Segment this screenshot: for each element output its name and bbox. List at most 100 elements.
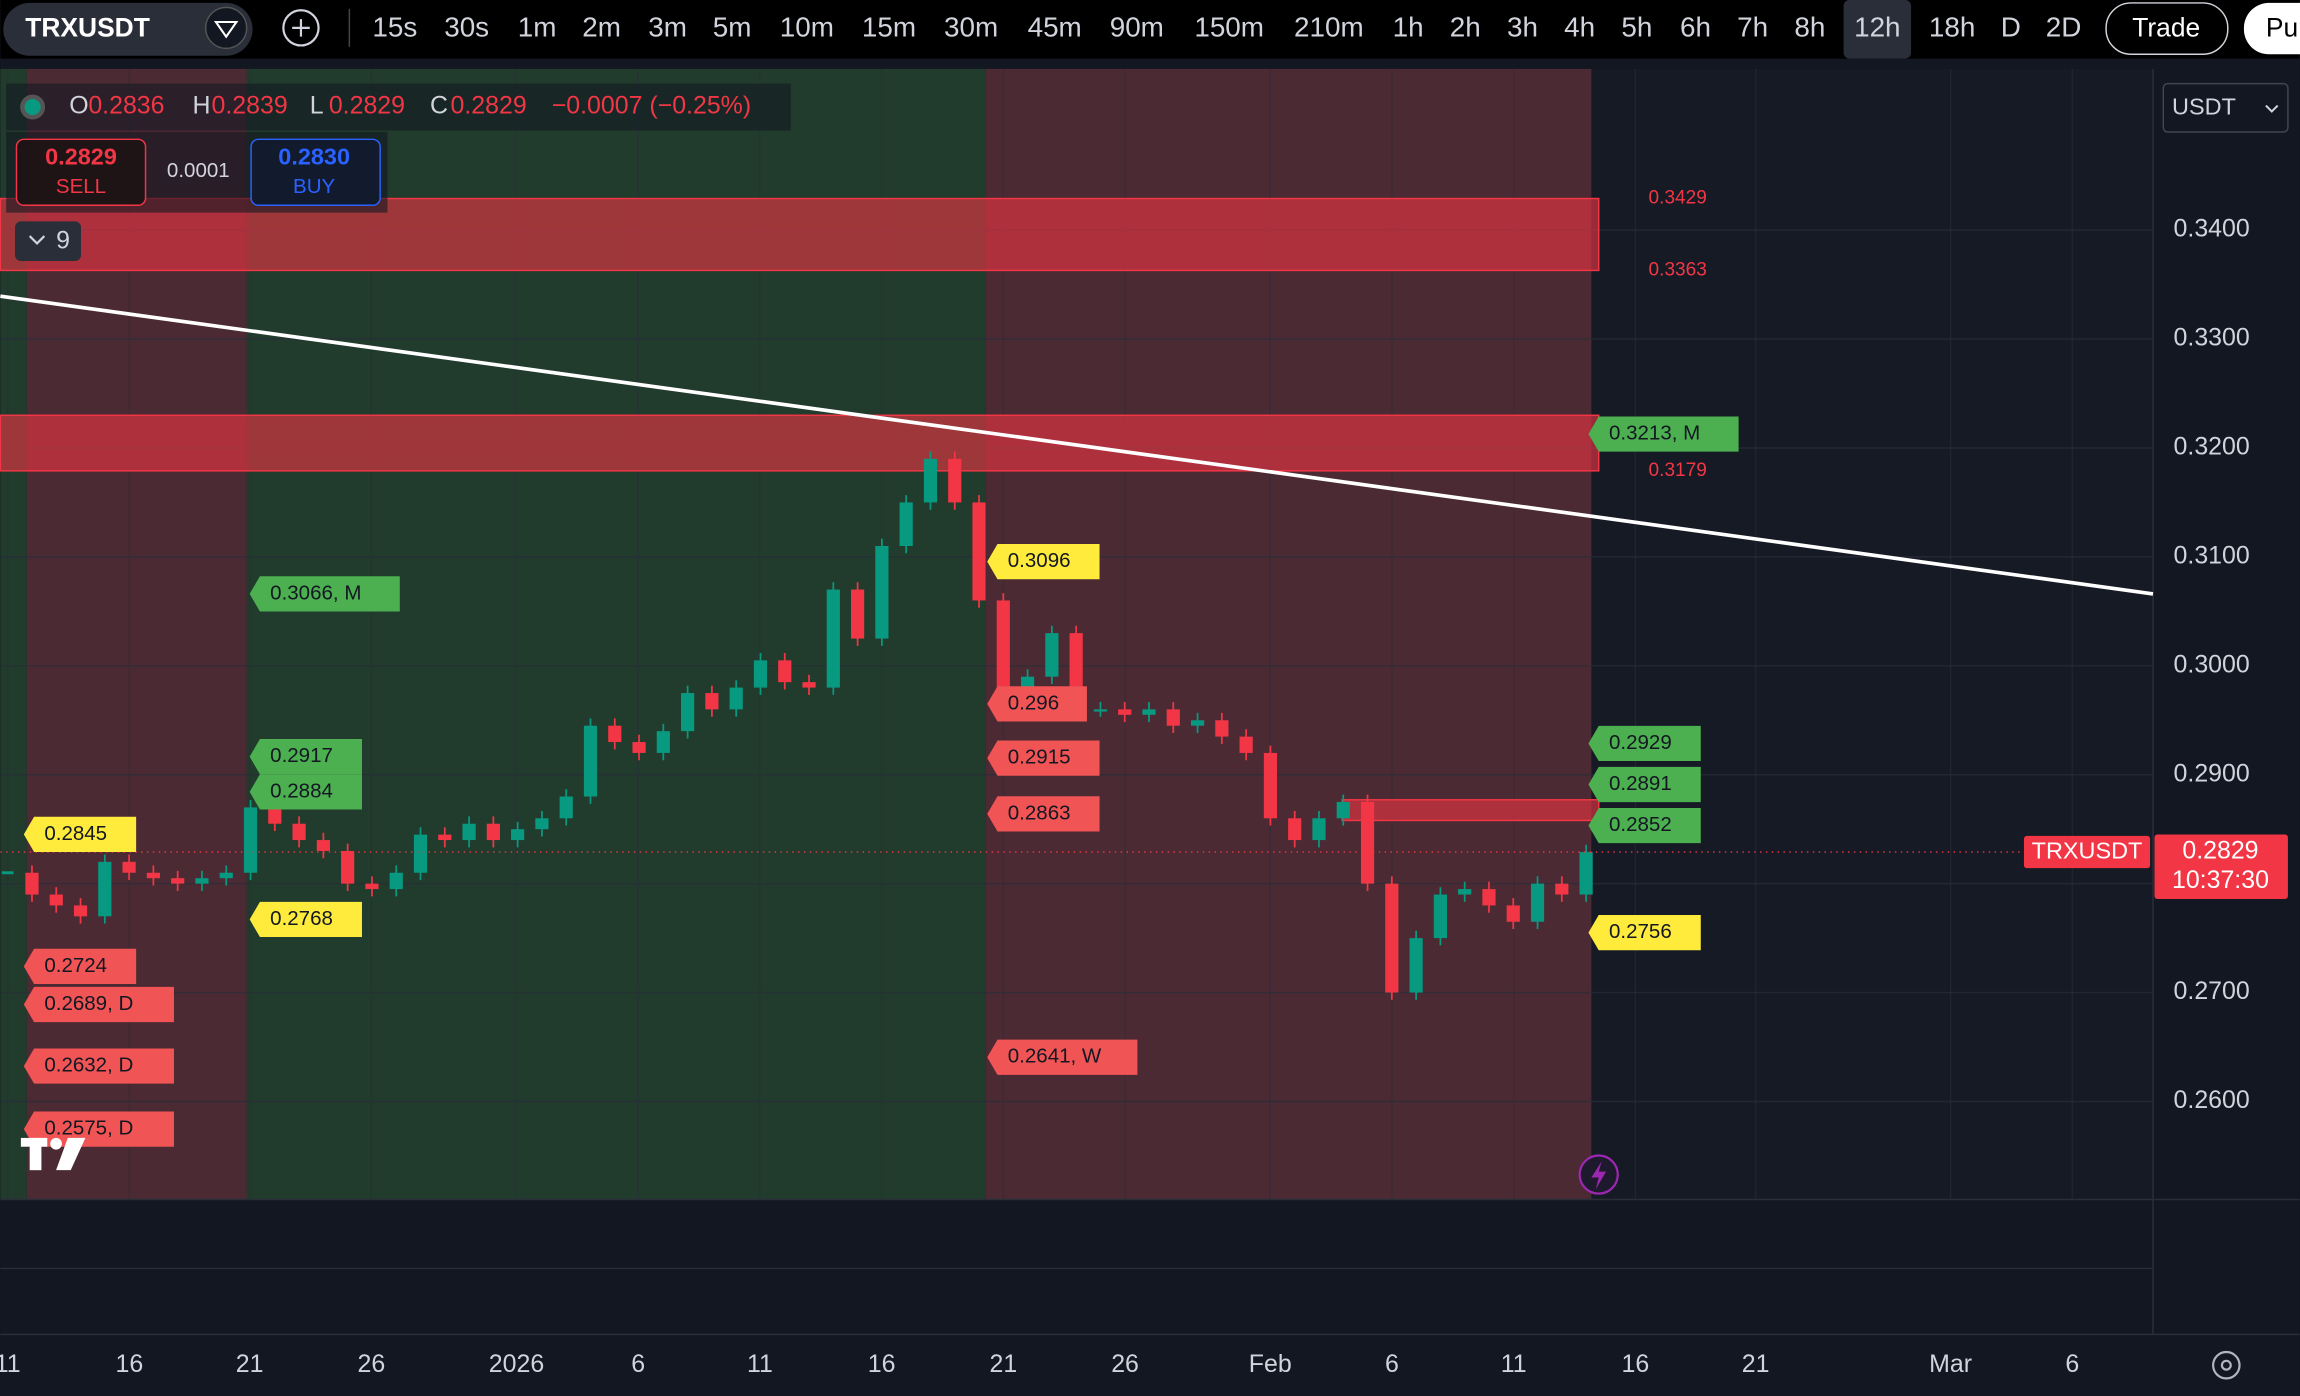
price-tag-label: 0.2915 bbox=[1008, 746, 1071, 769]
price-tag bbox=[23, 986, 174, 1023]
candle bbox=[1093, 709, 1108, 712]
trend-line bbox=[0, 294, 2154, 596]
candle bbox=[1433, 894, 1448, 939]
candle bbox=[1215, 720, 1229, 737]
interval[interactable]: 12h bbox=[1854, 12, 1900, 43]
interval[interactable]: 10m bbox=[780, 12, 834, 43]
legend-close: 0.2829 bbox=[451, 92, 527, 120]
candle bbox=[1118, 709, 1132, 715]
symbol-tag bbox=[2023, 835, 2151, 869]
interval[interactable]: 5h bbox=[1621, 12, 1652, 43]
interval[interactable]: 90m bbox=[1110, 12, 1164, 43]
publish-button[interactable] bbox=[2243, 2, 2300, 55]
x-tick-label: 26 bbox=[357, 1350, 385, 1378]
candle bbox=[1482, 889, 1496, 906]
interval[interactable]: 30s bbox=[444, 12, 489, 43]
candle bbox=[705, 693, 719, 710]
price-tag bbox=[249, 774, 362, 810]
price-tag-label: 0.2632, D bbox=[44, 1053, 133, 1076]
candle bbox=[341, 850, 355, 884]
add-symbol[interactable] bbox=[282, 9, 320, 47]
zone-label: 0.3429 bbox=[1649, 188, 1707, 209]
logo bbox=[20, 1137, 86, 1171]
interval[interactable]: 1m bbox=[518, 12, 557, 43]
toolbar bbox=[0, 0, 2300, 59]
active-interval-bg bbox=[1843, 0, 1912, 59]
interval[interactable]: 210m bbox=[1294, 12, 1364, 43]
price-tag-label: 0.2845 bbox=[44, 822, 107, 845]
interval[interactable]: 4h bbox=[1564, 12, 1595, 43]
interval[interactable]: 8h bbox=[1794, 12, 1825, 43]
y-tick-label: 0.2700 bbox=[2174, 977, 2250, 1005]
interval[interactable]: 3m bbox=[648, 12, 687, 43]
candle bbox=[899, 502, 913, 546]
interval[interactable]: 5m bbox=[713, 12, 752, 43]
price-tag-label: 0.2891 bbox=[1609, 772, 1672, 795]
price-tag-label: 0.2863 bbox=[1008, 801, 1071, 824]
interval[interactable]: 150m bbox=[1194, 12, 1264, 43]
price-tag-label: 0.2756 bbox=[1609, 920, 1672, 943]
candle bbox=[219, 872, 233, 879]
candle bbox=[195, 878, 209, 884]
candle bbox=[1555, 883, 1569, 895]
price-tag-label: 0.2768 bbox=[270, 907, 333, 930]
add-symbol-plus bbox=[292, 19, 310, 37]
sell-price: 0.2829 bbox=[45, 144, 117, 170]
candle bbox=[413, 834, 428, 873]
currency: USDT bbox=[2172, 94, 2236, 120]
interval[interactable]: 18h bbox=[1929, 12, 1975, 43]
candle bbox=[1579, 852, 1593, 895]
legend-dot[interactable] bbox=[20, 94, 46, 120]
price-tag-label: 0.3213, M bbox=[1609, 421, 1700, 444]
resistance-zone bbox=[1341, 799, 1600, 822]
chevron bbox=[28, 235, 46, 245]
y-tick-label: 0.3300 bbox=[2174, 324, 2250, 352]
trade-button[interactable] bbox=[2105, 2, 2229, 55]
buy-button[interactable] bbox=[250, 138, 381, 207]
interval[interactable]: 15s bbox=[372, 12, 417, 43]
y-tick-label: 0.2900 bbox=[2174, 759, 2250, 787]
candle bbox=[948, 458, 962, 503]
interval[interactable]: 30m bbox=[944, 12, 998, 43]
price-tag bbox=[987, 740, 1100, 776]
logo-part bbox=[50, 1137, 62, 1150]
candle bbox=[73, 905, 88, 917]
interval[interactable]: 15m bbox=[862, 12, 916, 43]
candle bbox=[98, 861, 112, 917]
symbol-pill[interactable] bbox=[3, 2, 253, 56]
symbol-icon[interactable] bbox=[204, 6, 248, 50]
interval[interactable]: 2h bbox=[1450, 12, 1481, 43]
zone-label: 0.3179 bbox=[1649, 460, 1707, 481]
price-tag-label: 0.2689, D bbox=[44, 992, 133, 1015]
price-tag bbox=[23, 948, 137, 984]
x-tick-label: 11 bbox=[1501, 1350, 1527, 1378]
interval[interactable]: 7h bbox=[1737, 12, 1768, 43]
settings-icon[interactable] bbox=[2212, 1350, 2241, 1380]
interval[interactable]: D bbox=[2001, 12, 2021, 43]
candle bbox=[583, 725, 598, 797]
candle bbox=[389, 872, 403, 890]
sell-button[interactable] bbox=[15, 138, 147, 207]
interval[interactable]: 3h bbox=[1507, 12, 1538, 43]
price-tag-label: 0.2575, D bbox=[44, 1117, 133, 1140]
price-tag-label: 0.296 bbox=[1008, 691, 1059, 714]
currency-select[interactable] bbox=[2162, 82, 2289, 133]
indicators-toggle[interactable] bbox=[15, 221, 82, 262]
legend-h-label: H bbox=[192, 92, 210, 120]
logo-part bbox=[29, 1137, 42, 1171]
interval[interactable]: 2m bbox=[582, 12, 621, 43]
candle bbox=[559, 796, 573, 819]
interval[interactable]: 6h bbox=[1680, 12, 1711, 43]
interval[interactable]: 1h bbox=[1393, 12, 1424, 43]
interval[interactable]: 2D bbox=[2046, 12, 2082, 43]
price-tag bbox=[23, 1048, 174, 1084]
price-tag bbox=[249, 901, 362, 938]
legend-c-label: C bbox=[430, 92, 448, 120]
x-tick-label: 26 bbox=[1111, 1350, 1139, 1378]
interval[interactable]: 45m bbox=[1028, 12, 1082, 43]
candle bbox=[851, 589, 865, 639]
candle bbox=[486, 823, 500, 841]
price-tag bbox=[249, 576, 400, 612]
